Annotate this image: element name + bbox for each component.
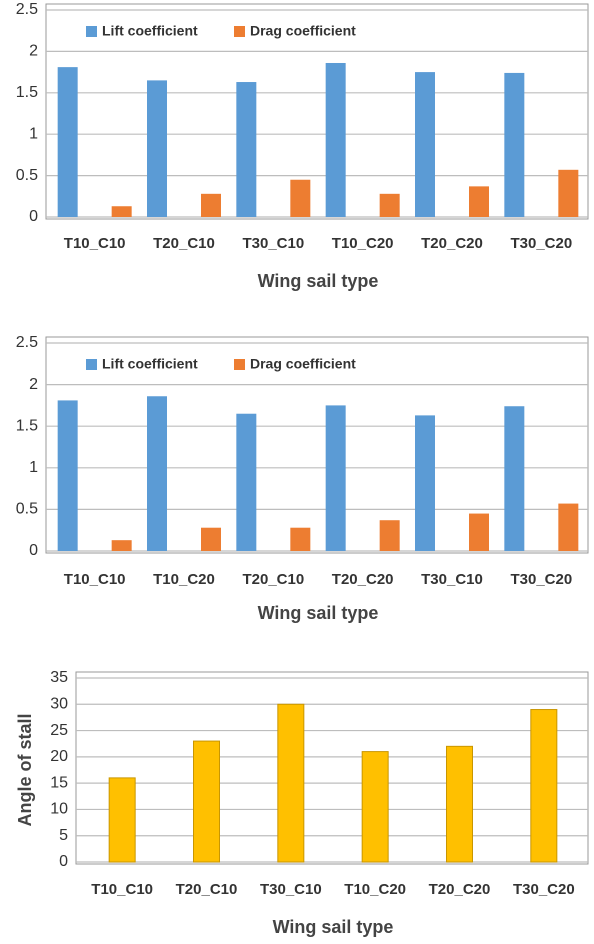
bar (504, 406, 525, 551)
x-tick-label: T20_C20 (332, 571, 394, 588)
bar (379, 520, 400, 551)
y-tick-label: 1.5 (16, 417, 38, 434)
x-tick-label: T10_C20 (332, 235, 394, 252)
x-tick-label: T10_C20 (153, 571, 215, 588)
bar (290, 527, 311, 551)
legend-label: Drag coefficient (250, 356, 356, 372)
y-tick-label: 30 (50, 696, 68, 713)
bar (558, 503, 579, 551)
legend-swatch (234, 26, 245, 37)
bar (57, 67, 78, 217)
y-tick-label: 5 (59, 827, 68, 844)
y-tick-label: 20 (50, 748, 68, 765)
bar (504, 72, 525, 217)
bar (361, 751, 389, 863)
bar (325, 405, 346, 551)
bar (446, 745, 473, 863)
bar (201, 193, 221, 217)
bar (193, 740, 220, 863)
x-axis-title: Wing sail type (273, 917, 394, 937)
legend-label: Drag coefficient (250, 23, 356, 39)
bar (111, 206, 132, 217)
legend-label: Lift coefficient (102, 23, 198, 39)
bar (530, 709, 558, 863)
bar (379, 193, 400, 217)
x-tick-label: T10_C20 (344, 881, 406, 898)
bar (469, 186, 489, 217)
y-tick-label: 1 (29, 459, 38, 476)
legend-label: Lift coefficient (102, 356, 198, 372)
bar (277, 703, 305, 863)
bar (111, 540, 132, 551)
x-tick-label: T20_C20 (429, 881, 491, 898)
legend-swatch (234, 359, 245, 370)
bar (415, 72, 435, 217)
bar (108, 777, 136, 863)
x-tick-label: T10_C10 (64, 571, 126, 588)
bar (325, 62, 346, 217)
bar (57, 400, 78, 551)
y-tick-label: 10 (50, 801, 68, 818)
legend-swatch (86, 26, 97, 37)
x-tick-label: T10_C10 (64, 235, 126, 252)
y-tick-label: 15 (50, 774, 68, 791)
y-tick-label: 2.5 (16, 1, 38, 18)
x-tick-label: T30_C20 (513, 881, 575, 898)
x-tick-label: T20_C10 (153, 235, 215, 252)
x-tick-label: T30_C10 (260, 881, 322, 898)
bar (201, 527, 221, 551)
bar (236, 82, 257, 217)
bar (290, 179, 311, 217)
bar (236, 413, 257, 551)
y-tick-label: 35 (50, 669, 68, 686)
x-tick-label: T30_C20 (510, 571, 572, 588)
y-tick-label: 2.5 (16, 334, 38, 351)
bar (147, 80, 167, 217)
x-axis-title: Wing sail type (258, 271, 379, 291)
y-tick-label: 0 (59, 853, 68, 870)
bar (558, 169, 579, 217)
x-tick-label: T20_C10 (242, 571, 304, 588)
x-tick-label: T20_C10 (176, 881, 238, 898)
x-tick-label: T10_C10 (91, 881, 153, 898)
plot-frame (45, 336, 589, 554)
y-tick-label: 2 (29, 376, 38, 393)
x-tick-label: T20_C20 (421, 235, 483, 252)
bar (469, 513, 489, 551)
x-tick-label: T30_C10 (242, 235, 304, 252)
y-tick-label: 1 (29, 125, 38, 142)
y-tick-label: 0 (29, 208, 38, 225)
y-tick-label: 0 (29, 542, 38, 559)
x-tick-label: T30_C10 (421, 571, 483, 588)
bar (147, 396, 167, 551)
y-tick-label: 0.5 (16, 501, 38, 518)
x-axis-title: Wing sail type (258, 603, 379, 623)
plot-frame (45, 3, 589, 220)
x-tick-label: T30_C20 (510, 235, 572, 252)
y-tick-label: 25 (50, 722, 68, 739)
plot-frame (75, 671, 589, 865)
y-axis-title: Angle of stall (15, 713, 35, 826)
y-tick-label: 2 (29, 43, 38, 60)
y-tick-label: 1.5 (16, 84, 38, 101)
y-tick-label: 0.5 (16, 167, 38, 184)
legend-swatch (86, 359, 97, 370)
bar (415, 415, 435, 551)
